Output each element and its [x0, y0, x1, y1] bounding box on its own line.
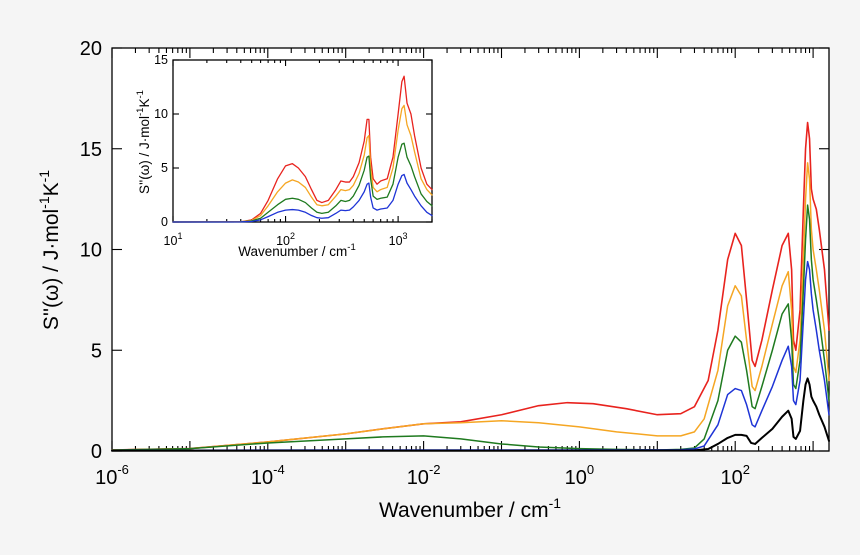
inset-y-axis-label: S''(ω) / J·mol-1K-1	[135, 90, 152, 194]
inset-x-tick-labels: 101 102 103	[164, 231, 408, 248]
inset-series-line-3	[172, 173, 433, 223]
main-series-line-0	[111, 121, 830, 451]
inset-series-line-2	[172, 142, 433, 223]
inset-y-tick-label: 0	[161, 215, 168, 229]
inset-x-tick-label: 103	[389, 231, 408, 248]
inset-y-tick-labels: 0 5 10 15	[154, 53, 168, 229]
main-y-tick-label: 10	[80, 240, 102, 262]
inset-y-tick-label: 5	[161, 161, 168, 175]
main-x-tick-label: 10-4	[251, 462, 285, 489]
inset-series-line-0	[172, 75, 433, 223]
inset-series	[172, 75, 433, 223]
main-series-line-1	[111, 162, 830, 451]
main-x-tick-labels: 10-6 10-4 10-2 100 102	[95, 462, 750, 489]
main-series-line-2	[111, 204, 830, 451]
inset-plot-area	[172, 59, 433, 223]
inset-y-tick-label: 15	[154, 53, 168, 67]
main-y-tick-label: 15	[80, 139, 102, 161]
main-series	[111, 121, 830, 452]
main-y-tick-labels: 0 5 10 15 20	[80, 38, 102, 463]
inset-x-axis-label: Wavenumber / cm-1	[238, 242, 355, 259]
main-x-tick-label: 10-2	[407, 462, 441, 489]
main-series-line-4	[111, 377, 830, 452]
main-series-line-3	[111, 260, 830, 452]
inset-series-line-1	[172, 104, 433, 223]
main-x-tick-label: 100	[565, 462, 594, 489]
main-y-tick-label: 20	[80, 38, 102, 60]
inset-chart: 101 102 103 0 5 10 15 Wavenumber / cm-1 S''(ω…	[135, 53, 433, 259]
inset-y-tick-label: 10	[154, 107, 168, 121]
main-x-axis-label: Wavenumber / cm-1	[379, 495, 561, 522]
inset-x-tick-label: 101	[164, 231, 183, 248]
main-y-tick-label: 5	[91, 340, 102, 362]
main-x-tick-label: 102	[720, 462, 749, 489]
main-y-axis-label: S''(ω) / J·mol-1K-1	[36, 170, 63, 330]
inset-x-tick-label: 102	[276, 231, 295, 248]
main-y-tick-label: 0	[91, 441, 102, 463]
main-x-tick-label: 10-6	[95, 462, 129, 489]
